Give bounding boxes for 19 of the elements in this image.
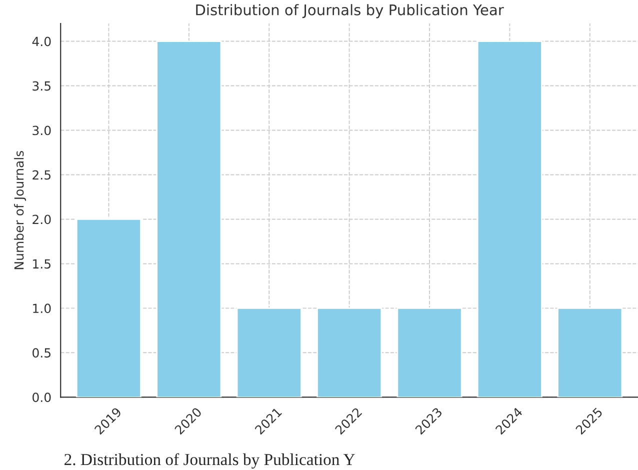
y-tick-label: 4.0: [32, 36, 51, 46]
chart-title: Distribution of Journals by Publication Year: [196, 4, 504, 18]
y-axis-title: Number of Journals: [14, 150, 26, 270]
y-tick-label: 0.5: [32, 348, 50, 358]
bar: [396, 307, 462, 398]
bar: [156, 40, 222, 398]
bar: [236, 307, 302, 398]
y-tick-label: 2.0: [32, 214, 51, 224]
y-tick-label: 3.0: [32, 126, 51, 136]
bar: [316, 307, 382, 398]
y-tick-label: 1.0: [33, 304, 51, 314]
bar: [476, 40, 542, 398]
y-tick-label: 2.5: [32, 170, 50, 180]
y-tick-label: 3.5: [32, 81, 50, 91]
bar: [76, 218, 142, 398]
bar: [557, 307, 623, 398]
y-tick-label: 1.5: [33, 259, 50, 269]
y-tick-label: 0.0: [32, 392, 51, 402]
text: 2. Distribution of Journals by Publication Y: [64, 453, 355, 469]
